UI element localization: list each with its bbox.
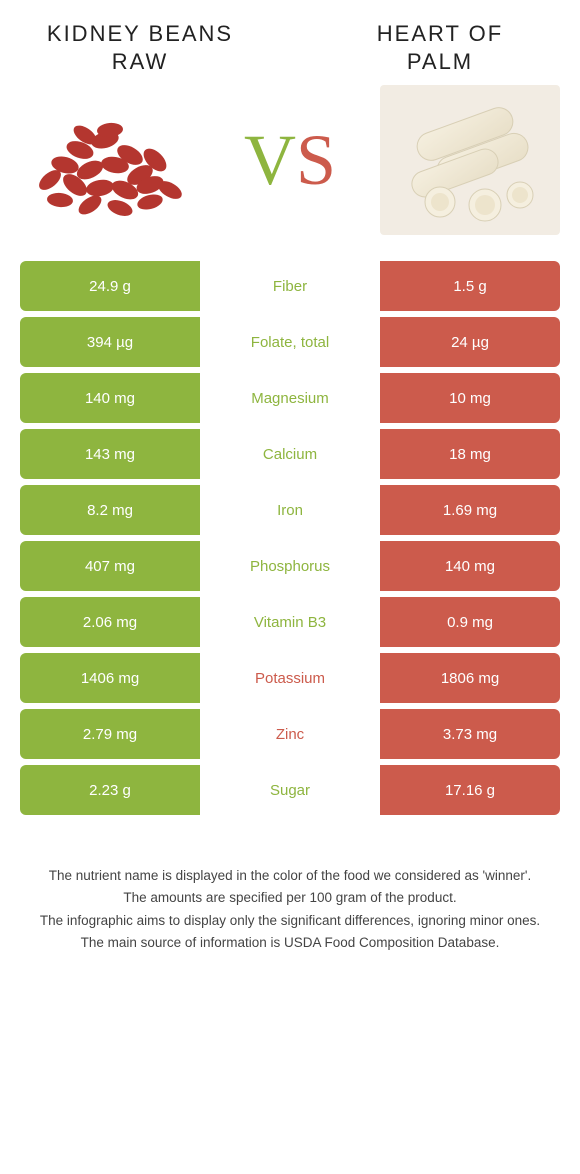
table-row: 140 mgMagnesium10 mg bbox=[20, 373, 560, 423]
table-row: 2.06 mgVitamin B30.9 mg bbox=[20, 597, 560, 647]
left-value: 394 µg bbox=[20, 317, 200, 367]
nutrient-name: Magnesium bbox=[200, 373, 380, 423]
nutrient-name: Fiber bbox=[200, 261, 380, 311]
left-value: 140 mg bbox=[20, 373, 200, 423]
vs-v: V bbox=[244, 120, 296, 200]
footer-notes: The nutrient name is displayed in the co… bbox=[0, 821, 580, 975]
right-value: 24 µg bbox=[380, 317, 560, 367]
table-row: 394 µgFolate, total24 µg bbox=[20, 317, 560, 367]
footer-line: The main source of information is USDA F… bbox=[30, 933, 550, 953]
table-row: 407 mgPhosphorus140 mg bbox=[20, 541, 560, 591]
left-value: 2.79 mg bbox=[20, 709, 200, 759]
left-food-title: Kidney beans raw bbox=[40, 20, 240, 75]
images-row: VS bbox=[0, 85, 580, 255]
header: Kidney beans raw Heart of palm bbox=[0, 0, 580, 85]
footer-line: The nutrient name is displayed in the co… bbox=[30, 866, 550, 886]
nutrient-name: Vitamin B3 bbox=[200, 597, 380, 647]
nutrient-name: Phosphorus bbox=[200, 541, 380, 591]
left-food-image bbox=[20, 85, 200, 235]
right-value: 1.5 g bbox=[380, 261, 560, 311]
right-value: 1.69 mg bbox=[380, 485, 560, 535]
nutrient-name: Zinc bbox=[200, 709, 380, 759]
left-value: 143 mg bbox=[20, 429, 200, 479]
footer-line: The infographic aims to display only the… bbox=[30, 911, 550, 931]
right-value: 18 mg bbox=[380, 429, 560, 479]
footer-line: The amounts are specified per 100 gram o… bbox=[30, 888, 550, 908]
nutrient-name: Sugar bbox=[200, 765, 380, 815]
left-value: 24.9 g bbox=[20, 261, 200, 311]
nutrient-table: 24.9 gFiber1.5 g 394 µgFolate, total24 µg… bbox=[20, 255, 560, 821]
right-value: 0.9 mg bbox=[380, 597, 560, 647]
nutrient-name: Calcium bbox=[200, 429, 380, 479]
right-food-title: Heart of palm bbox=[340, 20, 540, 75]
table-row: 1406 mgPotassium1806 mg bbox=[20, 653, 560, 703]
left-value: 1406 mg bbox=[20, 653, 200, 703]
right-value: 17.16 g bbox=[380, 765, 560, 815]
nutrient-name: Folate, total bbox=[200, 317, 380, 367]
table-row: 143 mgCalcium18 mg bbox=[20, 429, 560, 479]
right-food-image bbox=[380, 85, 560, 235]
vs-s: S bbox=[296, 120, 336, 200]
vs-label: VS bbox=[244, 124, 336, 196]
table-row: 24.9 gFiber1.5 g bbox=[20, 261, 560, 311]
right-value: 1806 mg bbox=[380, 653, 560, 703]
table-row: 2.79 mgZinc3.73 mg bbox=[20, 709, 560, 759]
right-value: 3.73 mg bbox=[380, 709, 560, 759]
left-value: 8.2 mg bbox=[20, 485, 200, 535]
left-value: 2.23 g bbox=[20, 765, 200, 815]
left-value: 407 mg bbox=[20, 541, 200, 591]
table-row: 2.23 gSugar17.16 g bbox=[20, 765, 560, 815]
left-value: 2.06 mg bbox=[20, 597, 200, 647]
table-row: 8.2 mgIron1.69 mg bbox=[20, 485, 560, 535]
nutrient-name: Potassium bbox=[200, 653, 380, 703]
nutrient-name: Iron bbox=[200, 485, 380, 535]
right-value: 10 mg bbox=[380, 373, 560, 423]
right-value: 140 mg bbox=[380, 541, 560, 591]
